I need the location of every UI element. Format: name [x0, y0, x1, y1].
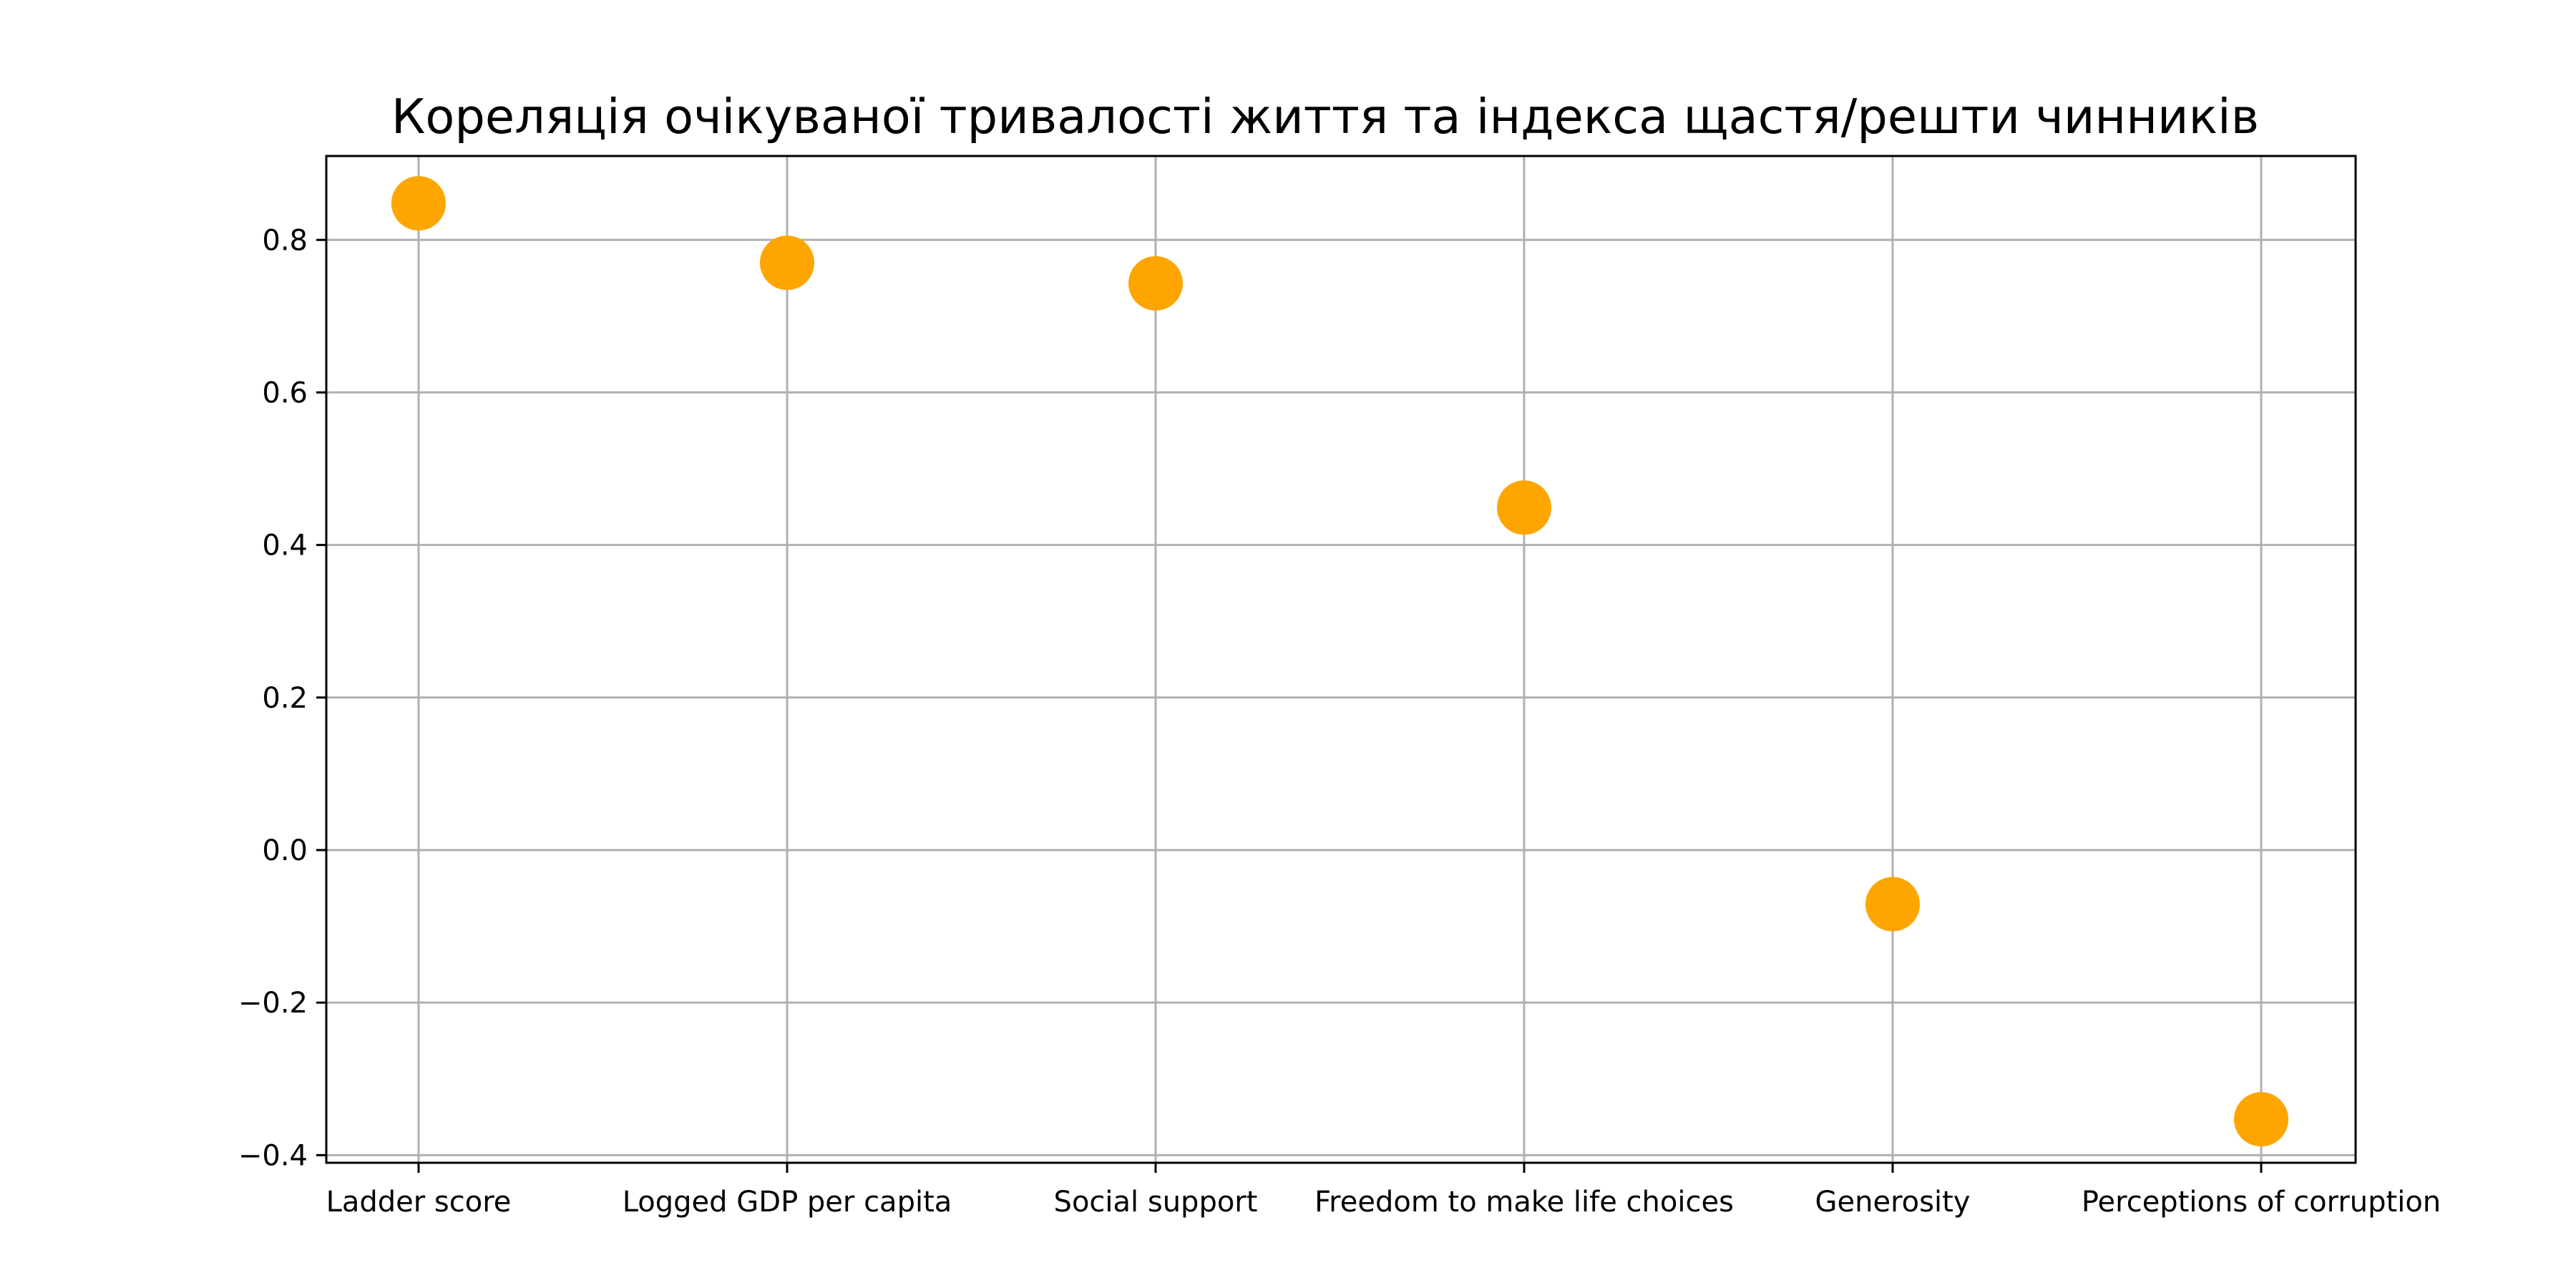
plot-frame	[325, 155, 2357, 1164]
y-tick-label: 0.8	[262, 224, 308, 257]
y-tick-label: −0.4	[238, 1139, 308, 1172]
data-points	[391, 176, 2288, 1147]
grid-lines	[326, 156, 2356, 1163]
y-tick-label: 0.6	[262, 376, 308, 409]
data-point	[1865, 877, 1920, 932]
y-tick-label: 0.4	[262, 530, 308, 562]
y-axis: −0.4 −0.2 0.0 0.2 0.4 0.6 0.8	[238, 224, 326, 1172]
x-tick-label: Perceptions of corruption	[2082, 1186, 2441, 1219]
data-point	[391, 176, 446, 231]
y-tick-label: −0.2	[238, 987, 308, 1020]
chart-title: Кореляція очікуваної тривалості життя та…	[391, 89, 2259, 145]
data-point	[2234, 1092, 2288, 1147]
x-tick-label: Generosity	[1815, 1186, 1971, 1219]
x-tick-label: Ladder score	[326, 1186, 512, 1219]
data-point	[1128, 256, 1183, 311]
data-point	[1497, 480, 1551, 535]
x-tick-label: Logged GDP per capita	[623, 1186, 952, 1219]
x-tick-label: Freedom to make life choices	[1314, 1186, 1734, 1219]
x-tick-label: Social support	[1054, 1186, 1258, 1219]
y-tick-label: 0.0	[262, 834, 308, 867]
data-point	[760, 235, 814, 291]
x-axis: Ladder score Logged GDP per capita Social …	[326, 1163, 2441, 1219]
y-tick-label: 0.2	[262, 682, 308, 715]
